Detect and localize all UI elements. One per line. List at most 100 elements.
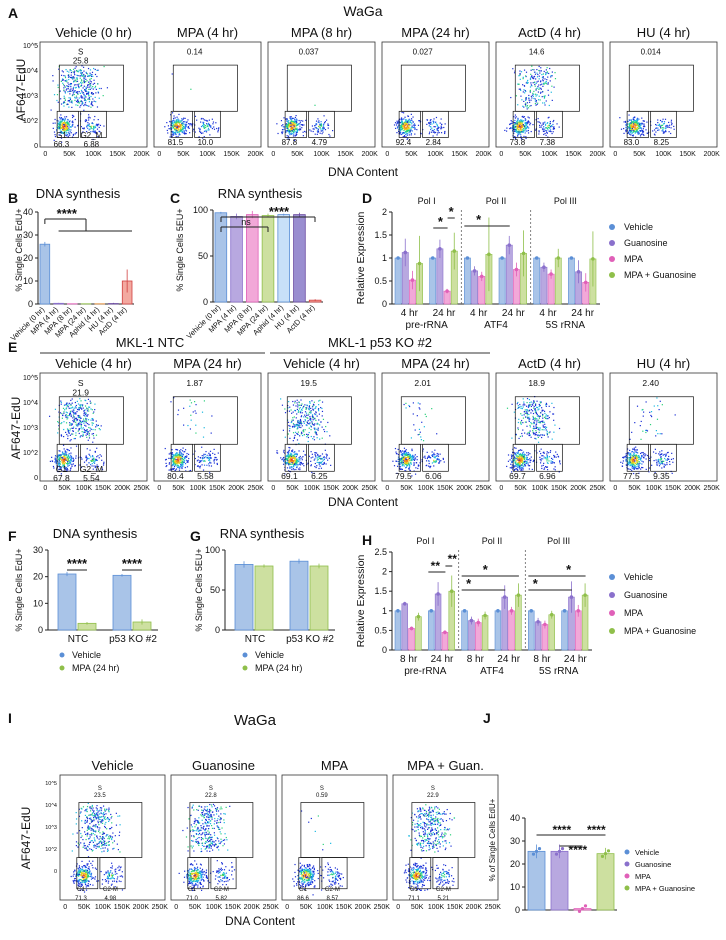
bar: [429, 257, 437, 305]
x-tick: 0: [385, 151, 389, 158]
sig-label: **: [448, 552, 458, 566]
g1-gate: [512, 110, 535, 138]
legend-label: MPA + Guanosine: [624, 626, 696, 636]
flow-dots: [619, 114, 675, 138]
bar: [230, 216, 243, 303]
g1-value: 79.5: [395, 471, 412, 481]
x-tick: 150K: [447, 904, 464, 911]
panel-j-ylabel: % of Single Cells EdU+: [488, 798, 497, 881]
y-tick: 10^5: [45, 781, 57, 787]
x-tick: 0: [285, 904, 289, 911]
y-tick-label: 1.5: [374, 586, 387, 596]
x-tick: 0: [499, 485, 503, 492]
data-point: [529, 609, 534, 613]
x-tick: 150K: [323, 485, 340, 492]
y-tick-label: 0: [382, 645, 387, 655]
bar: [471, 270, 478, 305]
sig-label: *: [466, 576, 472, 591]
ylabel: Relative Expression: [355, 554, 367, 647]
s-value: 22.9: [427, 793, 439, 799]
data-point: [562, 609, 567, 613]
g2m-label: G2-M: [436, 887, 451, 893]
legend-label: MPA (24 hr): [72, 663, 119, 673]
g2m-value: 5.21: [438, 896, 450, 902]
panel-label-g: G: [190, 528, 201, 544]
flow-dots: [48, 398, 105, 475]
x-tick: 100K: [313, 151, 330, 158]
g1-value: 81.5: [168, 138, 184, 147]
y-tick: 10^3: [23, 425, 38, 432]
y-tick: 10^2: [45, 847, 57, 853]
y-tick-label: 10: [23, 276, 33, 286]
g2m-gate: [308, 443, 335, 472]
g1-value: 67.8: [53, 473, 70, 483]
g2m-gate: [536, 110, 563, 138]
s-value: 14.6: [529, 48, 545, 57]
x-tick: 50K: [63, 151, 76, 158]
data-point: [396, 609, 400, 613]
data-point: [403, 250, 408, 255]
flow-panel-title: Guanosine: [192, 758, 255, 773]
g2m-value: 10.0: [198, 138, 214, 147]
data-point: [483, 613, 487, 618]
g2m-value: 4.98: [105, 896, 117, 902]
panel-g-title: RNA synthesis: [220, 526, 305, 541]
x-tick: 250K: [703, 485, 720, 492]
x-tick: 100K: [418, 485, 435, 492]
data-point: [557, 849, 562, 853]
data-point: [402, 601, 407, 606]
x-tick: 150K: [336, 904, 353, 911]
bar: [461, 610, 468, 651]
s-value: 25.8: [73, 57, 89, 66]
y-tick: 10^4: [45, 803, 57, 809]
sig-label: ****: [269, 204, 290, 219]
sig-label: ****: [569, 843, 588, 857]
s-value: 0.037: [299, 48, 320, 57]
pol-label: Pol III: [547, 536, 570, 546]
bar: [441, 632, 449, 651]
y-tick-label: 0: [215, 625, 220, 635]
x-tick: 50K: [633, 151, 646, 158]
flow-dots: [403, 804, 456, 891]
s-label: S: [98, 786, 102, 792]
g2m-gate: [308, 110, 335, 138]
g1-gate: [187, 857, 210, 890]
sig-label: **: [431, 559, 441, 573]
x-tick: 150K: [337, 151, 354, 158]
data-point: [556, 256, 561, 260]
flow-panel-title: HU (4 hr): [637, 25, 690, 40]
x-tick: 0: [396, 904, 400, 911]
x-tick: 200K: [684, 485, 701, 492]
bar: [394, 610, 402, 651]
x-tick: 50K: [78, 904, 91, 911]
sig-label: ****: [587, 823, 606, 837]
g1-value: 92.4: [396, 138, 412, 147]
x-cat-label: 24 hr: [502, 308, 525, 319]
x-tick: 100K: [317, 904, 334, 911]
legend-marker: [609, 256, 615, 262]
panel-i-xlabel: DNA Content: [225, 914, 296, 928]
x-tick: 150K: [209, 485, 226, 492]
legend-marker: [624, 885, 630, 891]
x-tick: 50K: [300, 904, 313, 911]
flow-panel-frame: [281, 774, 388, 901]
x-cat-label: NTC: [245, 634, 266, 645]
x-tick: 50K: [286, 485, 299, 492]
s-value: 19.5: [300, 378, 317, 388]
g2m-value: 5.58: [197, 471, 214, 481]
x-tick: 0: [499, 151, 503, 158]
s-value: 2.01: [414, 378, 431, 388]
legend-marker: [609, 610, 615, 616]
x-tick: 250K: [475, 485, 492, 492]
g1-value: 69.1: [281, 471, 298, 481]
bar: [481, 615, 489, 651]
x-cat-label: 24 hr: [564, 654, 587, 665]
g2m-label: G2_M: [80, 464, 103, 474]
x-tick: 100K: [76, 485, 93, 492]
sig-label: ****: [122, 556, 143, 571]
g1-label: G1: [56, 464, 68, 474]
x-tick: 150K: [114, 904, 131, 911]
y-tick-label: 1.5: [374, 230, 387, 240]
y-tick-label: 50: [198, 251, 208, 261]
flow-dots: [276, 398, 332, 475]
